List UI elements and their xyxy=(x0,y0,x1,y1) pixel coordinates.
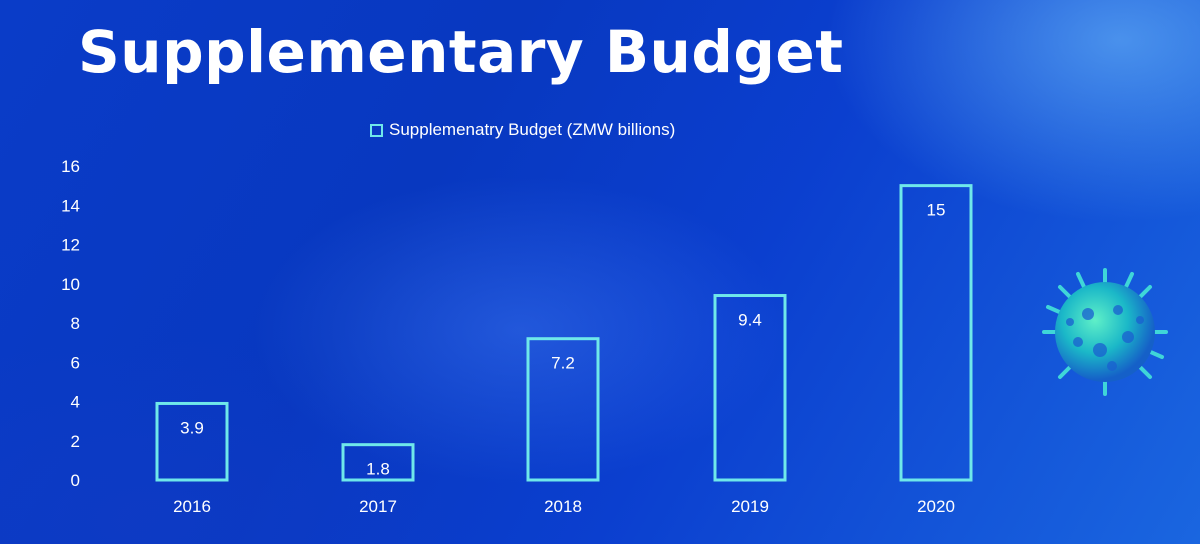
y-tick-label: 10 xyxy=(61,275,80,294)
bar xyxy=(713,294,787,482)
y-tick-label: 12 xyxy=(61,236,80,255)
x-tick-label: 2020 xyxy=(917,497,955,516)
y-tick-label: 0 xyxy=(71,471,80,490)
bar xyxy=(899,184,973,482)
data-label: 9.4 xyxy=(738,311,762,330)
data-label: 7.2 xyxy=(551,354,575,373)
y-tick-label: 16 xyxy=(61,157,80,176)
virus-icon xyxy=(1042,268,1168,396)
x-tick-label: 2017 xyxy=(359,497,397,516)
x-tick-label: 2016 xyxy=(173,497,211,516)
data-label: 15 xyxy=(927,201,946,220)
y-tick-label: 6 xyxy=(71,353,80,372)
y-tick-label: 8 xyxy=(71,314,80,333)
y-tick-label: 14 xyxy=(61,196,80,215)
bar xyxy=(155,401,229,482)
x-tick-label: 2019 xyxy=(731,497,769,516)
legend-label: Supplemenatry Budget (ZMW billions) xyxy=(389,120,676,139)
bar xyxy=(526,337,600,482)
bar xyxy=(341,443,415,482)
page-title: Supplementary Budget xyxy=(78,18,844,86)
y-tick-label: 2 xyxy=(71,432,80,451)
x-tick-label: 2018 xyxy=(544,497,582,516)
y-tick-label: 4 xyxy=(71,393,80,412)
chart-legend: Supplemenatry Budget (ZMW billions) xyxy=(370,120,675,140)
data-label: 1.8 xyxy=(366,460,390,479)
data-label: 3.9 xyxy=(180,418,204,437)
legend-swatch xyxy=(370,123,383,137)
